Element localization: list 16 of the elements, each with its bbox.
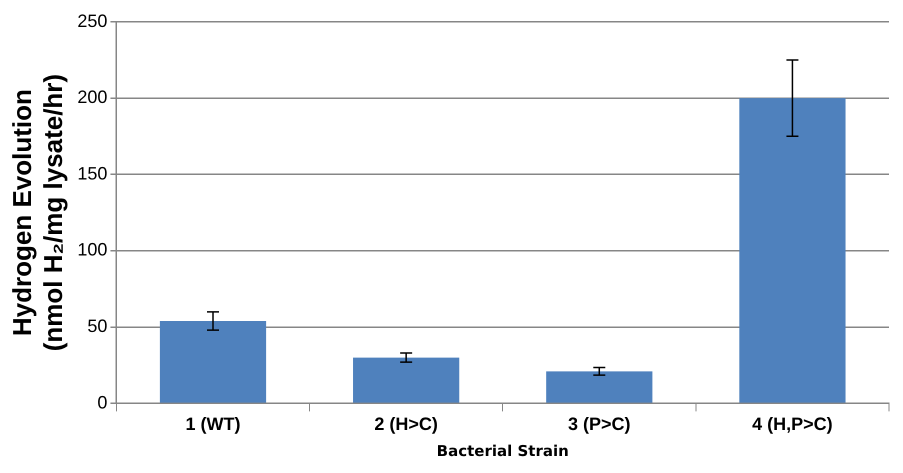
y-tick-label: 100	[77, 240, 108, 260]
y-tick-label: 150	[77, 163, 108, 184]
bar	[353, 358, 460, 403]
bar	[739, 98, 846, 403]
y-tick-label: 0	[97, 392, 108, 412]
y-tick-label: 50	[87, 316, 108, 336]
x-tick-label: 4 (H,P>C)	[752, 414, 833, 434]
y-axis-title: Hydrogen Evolution (nmol H₂/mg lysate/hr)	[6, 74, 68, 352]
x-tick-label: 1 (WT)	[186, 414, 240, 434]
bar	[546, 371, 652, 403]
bar	[160, 320, 266, 403]
y-tick-label: 200	[77, 87, 108, 108]
x-tick-label: 2 (H>C)	[374, 414, 438, 434]
y-tick-label: 250	[77, 10, 108, 31]
x-axis-title: Bacterial Strain	[436, 442, 569, 460]
x-tick-label: 3 (P>C)	[568, 414, 631, 434]
